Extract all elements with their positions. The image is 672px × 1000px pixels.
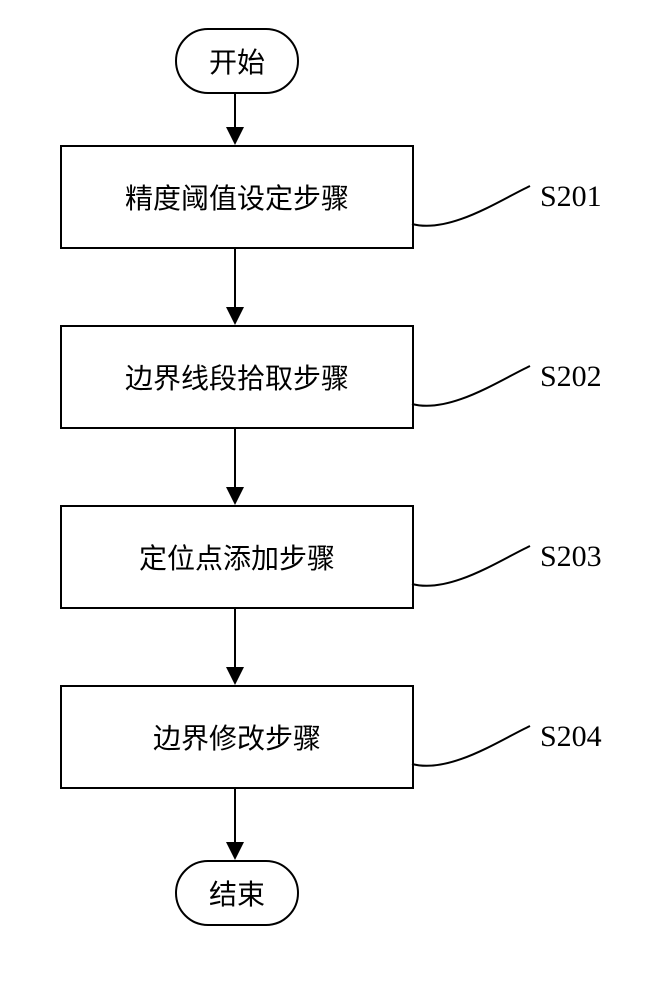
- end-label: 结束: [209, 873, 265, 913]
- step-label-s202: S202: [540, 360, 602, 394]
- process-s203: 定位点添加步骤: [60, 505, 414, 609]
- start-label: 开始: [209, 41, 265, 81]
- process-s201: 精度阈值设定步骤: [60, 145, 414, 249]
- start-node: 开始: [175, 28, 299, 94]
- step-label-s204: S204: [540, 720, 602, 754]
- process-s204-label: 边界修改步骤: [153, 717, 321, 757]
- process-s204: 边界修改步骤: [60, 685, 414, 789]
- process-s202-label: 边界线段拾取步骤: [125, 357, 349, 397]
- step-label-s201: S201: [540, 180, 602, 214]
- end-node: 结束: [175, 860, 299, 926]
- process-s201-label: 精度阈值设定步骤: [125, 177, 349, 217]
- process-s203-label: 定位点添加步骤: [139, 537, 335, 577]
- step-label-s203: S203: [540, 540, 602, 574]
- process-s202: 边界线段拾取步骤: [60, 325, 414, 429]
- flowchart-canvas: 开始 精度阈值设定步骤 边界线段拾取步骤 定位点添加步骤 边界修改步骤 结束 S…: [0, 0, 672, 1000]
